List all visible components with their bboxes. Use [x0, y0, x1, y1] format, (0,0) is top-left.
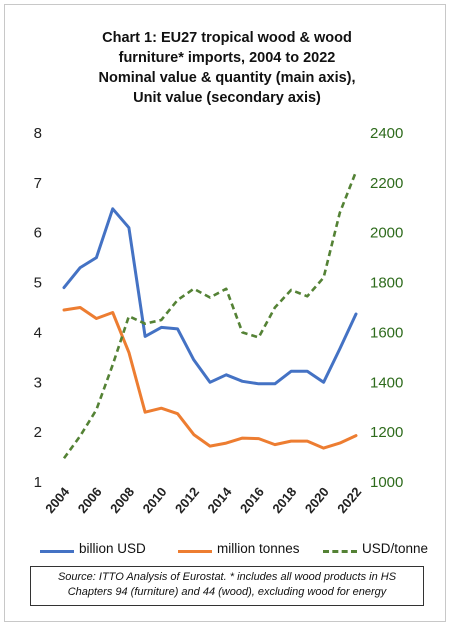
y2-tick-label: 1000: [370, 474, 403, 491]
x-tick-label: 2018: [269, 484, 299, 516]
x-tick-label: 2008: [107, 484, 137, 516]
y-tick-label: 3: [34, 374, 42, 391]
y2-tick-label: 2000: [370, 225, 403, 242]
y2-tick-label: 2200: [370, 175, 403, 192]
legend-swatch-usd-per-tonne: [323, 550, 357, 553]
legend-swatch-billion-usd: [40, 550, 74, 553]
series-line-1: [62, 306, 358, 450]
x-tick-label: 2006: [75, 484, 105, 516]
series-line-0: [62, 207, 358, 386]
legend-label-billion-usd: billion USD: [79, 541, 146, 556]
y-tick-label: 2: [34, 424, 42, 441]
x-tick-label: 2010: [140, 484, 170, 516]
y-tick-label: 8: [34, 125, 42, 142]
y2-tick-label: 1600: [370, 324, 403, 341]
x-tick-label: 2016: [237, 484, 267, 516]
series-line-2: [62, 171, 358, 460]
y2-tick-label: 1200: [370, 424, 403, 441]
x-tick-label: 2022: [334, 484, 364, 516]
x-tick-label: 2012: [172, 484, 202, 516]
y-tick-label: 5: [34, 275, 42, 292]
y2-tick-label: 2400: [370, 125, 403, 142]
y-tick-label: 1: [34, 474, 42, 491]
chart-title-line-4: Unit value (secondary axis): [133, 90, 321, 106]
legend-label-million-tonnes: million tonnes: [217, 541, 300, 556]
source-note: Source: ITTO Analysis of Eurostat. * inc…: [30, 566, 424, 606]
chart-title-line-3: Nominal value & quantity (main axis),: [98, 70, 356, 86]
chart-title: Chart 1: EU27 tropical wood & wood furni…: [0, 28, 454, 108]
y-tick-label: 7: [34, 175, 42, 192]
y2-tick-label: 1800: [370, 275, 403, 292]
legend-label-usd-per-tonne: USD/tonne: [362, 541, 429, 556]
x-tick-label: 2004: [42, 484, 73, 516]
x-tick-label: 2020: [302, 484, 332, 516]
y-tick-label: 6: [34, 225, 42, 242]
legend-swatch-million-tonnes: [178, 550, 212, 553]
chart-title-line-2: furniture* imports, 2004 to 2022: [118, 50, 336, 66]
y2-tick-label: 1400: [370, 374, 403, 391]
chart-title-line-1: Chart 1: EU27 tropical wood & wood: [102, 30, 352, 46]
y-tick-label: 4: [34, 324, 42, 341]
chart-frame: [4, 4, 446, 622]
chart-legend: billion USD million tonnes USD/tonne: [40, 541, 440, 561]
x-tick-label: 2014: [204, 484, 235, 516]
